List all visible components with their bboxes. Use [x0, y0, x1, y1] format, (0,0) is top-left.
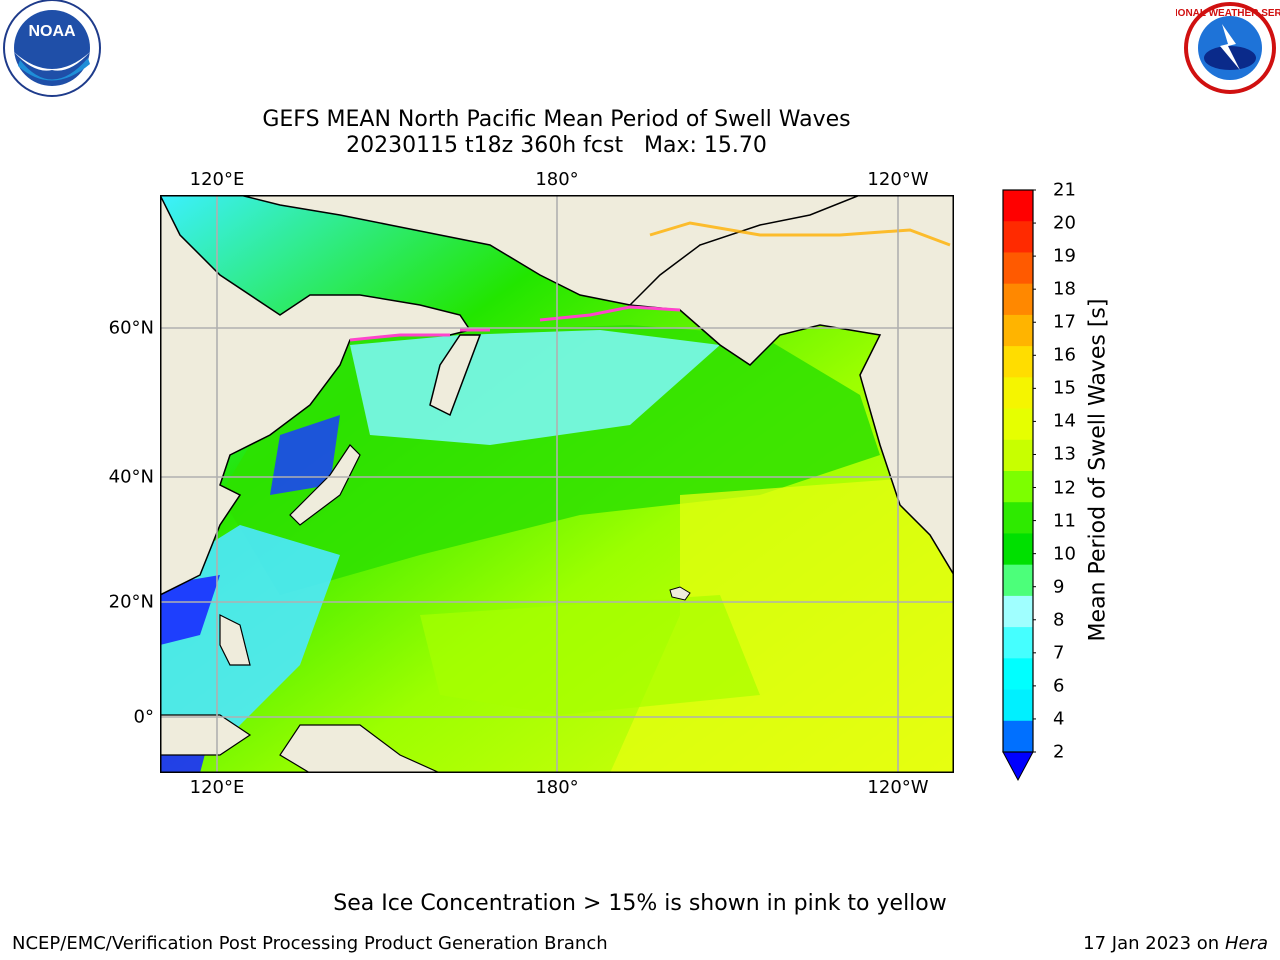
- nws-logo: NATIONAL WEATHER SERVICE: [1155, 0, 1280, 104]
- run-date: 17 Jan 2023 on Hera: [1083, 933, 1268, 954]
- colorbar-tick-label: 10: [1053, 543, 1076, 565]
- lon-tick-bottom-120w: 120°W: [867, 777, 929, 798]
- colorbar-segment: [1003, 595, 1033, 628]
- lat-tick-20n: 20°N: [108, 591, 154, 613]
- lon-tick-top-120e: 120°E: [189, 169, 245, 190]
- colorbar-title: Mean Period of Swell Waves [s]: [1085, 298, 1111, 642]
- colorbar-tick-label: 12: [1053, 477, 1076, 499]
- colorbar-segment: [1003, 190, 1033, 222]
- lat-tick-0: 0°: [133, 706, 154, 728]
- colorbar-segment: [1003, 627, 1033, 659]
- colorbar-tick-label: 7: [1053, 642, 1065, 664]
- colorbar-segment: [1003, 221, 1033, 253]
- colorbar: [1002, 189, 1036, 782]
- colorbar-segment: [1003, 283, 1033, 316]
- sea-ice-edge: [349, 305, 681, 342]
- map-subtitle: 20230115 t18z 360h fcst Max: 15.70: [346, 133, 767, 158]
- colorbar-segment: [1003, 408, 1033, 441]
- colorbar-tick-label: 2: [1053, 741, 1065, 763]
- colorbar-tick-label: 20: [1053, 212, 1076, 234]
- colorbar-segment: [1003, 720, 1033, 753]
- colorbar-segment: [1003, 502, 1033, 534]
- colorbar-tick-label: 17: [1053, 311, 1076, 333]
- colorbar-segment: [1003, 533, 1033, 566]
- colorbar-tick-label: 15: [1053, 377, 1076, 399]
- colorbar-tick-label: 4: [1053, 708, 1065, 730]
- colorbar-segment: [1003, 252, 1033, 285]
- colorbar-segment: [1003, 439, 1033, 472]
- colorbar-tick-label: 21: [1053, 179, 1076, 201]
- colorbar-segment: [1003, 564, 1033, 597]
- colorbar-tick-label: 19: [1053, 245, 1076, 267]
- branch-credit: NCEP/EMC/Verification Post Processing Pr…: [12, 933, 608, 954]
- colorbar-tick-label: 16: [1053, 344, 1076, 366]
- colorbar-segment: [1003, 658, 1033, 691]
- lon-tick-bottom-120e: 120°E: [189, 777, 245, 798]
- run-date-text: 17 Jan 2023 on: [1083, 933, 1225, 954]
- colorbar-tick-label: 9: [1053, 576, 1065, 598]
- graticule: [160, 195, 954, 773]
- sea-ice-note: Sea Ice Concentration > 15% is shown in …: [333, 891, 947, 916]
- lon-tick-top-180: 180°: [535, 169, 579, 190]
- colorbar-tick-label: 8: [1053, 609, 1065, 631]
- colorbar-tick-label: 18: [1053, 278, 1076, 300]
- svg-text:NATIONAL WEATHER SERVICE: NATIONAL WEATHER SERVICE: [1176, 8, 1280, 19]
- colorbar-tick-label: 11: [1053, 510, 1076, 532]
- lat-tick-60n: 60°N: [108, 317, 154, 339]
- run-host: Hera: [1224, 933, 1268, 954]
- colorbar-tick-label: 13: [1053, 443, 1076, 465]
- svg-text:NOAA: NOAA: [28, 23, 76, 40]
- map-title: GEFS MEAN North Pacific Mean Period of S…: [262, 107, 851, 132]
- colorbar-segment: [1003, 346, 1033, 378]
- map-panel: [160, 195, 954, 773]
- colorbar-extend-arrow: [1002, 751, 1034, 782]
- lon-tick-bottom-180: 180°: [535, 777, 579, 798]
- colorbar-tick-label: 6: [1053, 675, 1065, 697]
- noaa-logo: NOAA: [0, 0, 104, 104]
- colorbar-segment: [1003, 314, 1033, 347]
- colorbar-segment: [1003, 689, 1033, 722]
- colorbar-segment: [1003, 471, 1033, 503]
- lon-tick-top-120w: 120°W: [867, 169, 929, 190]
- colorbar-segment: [1003, 377, 1033, 410]
- lat-tick-40n: 40°N: [108, 466, 154, 488]
- colorbar-tick-label: 14: [1053, 410, 1076, 432]
